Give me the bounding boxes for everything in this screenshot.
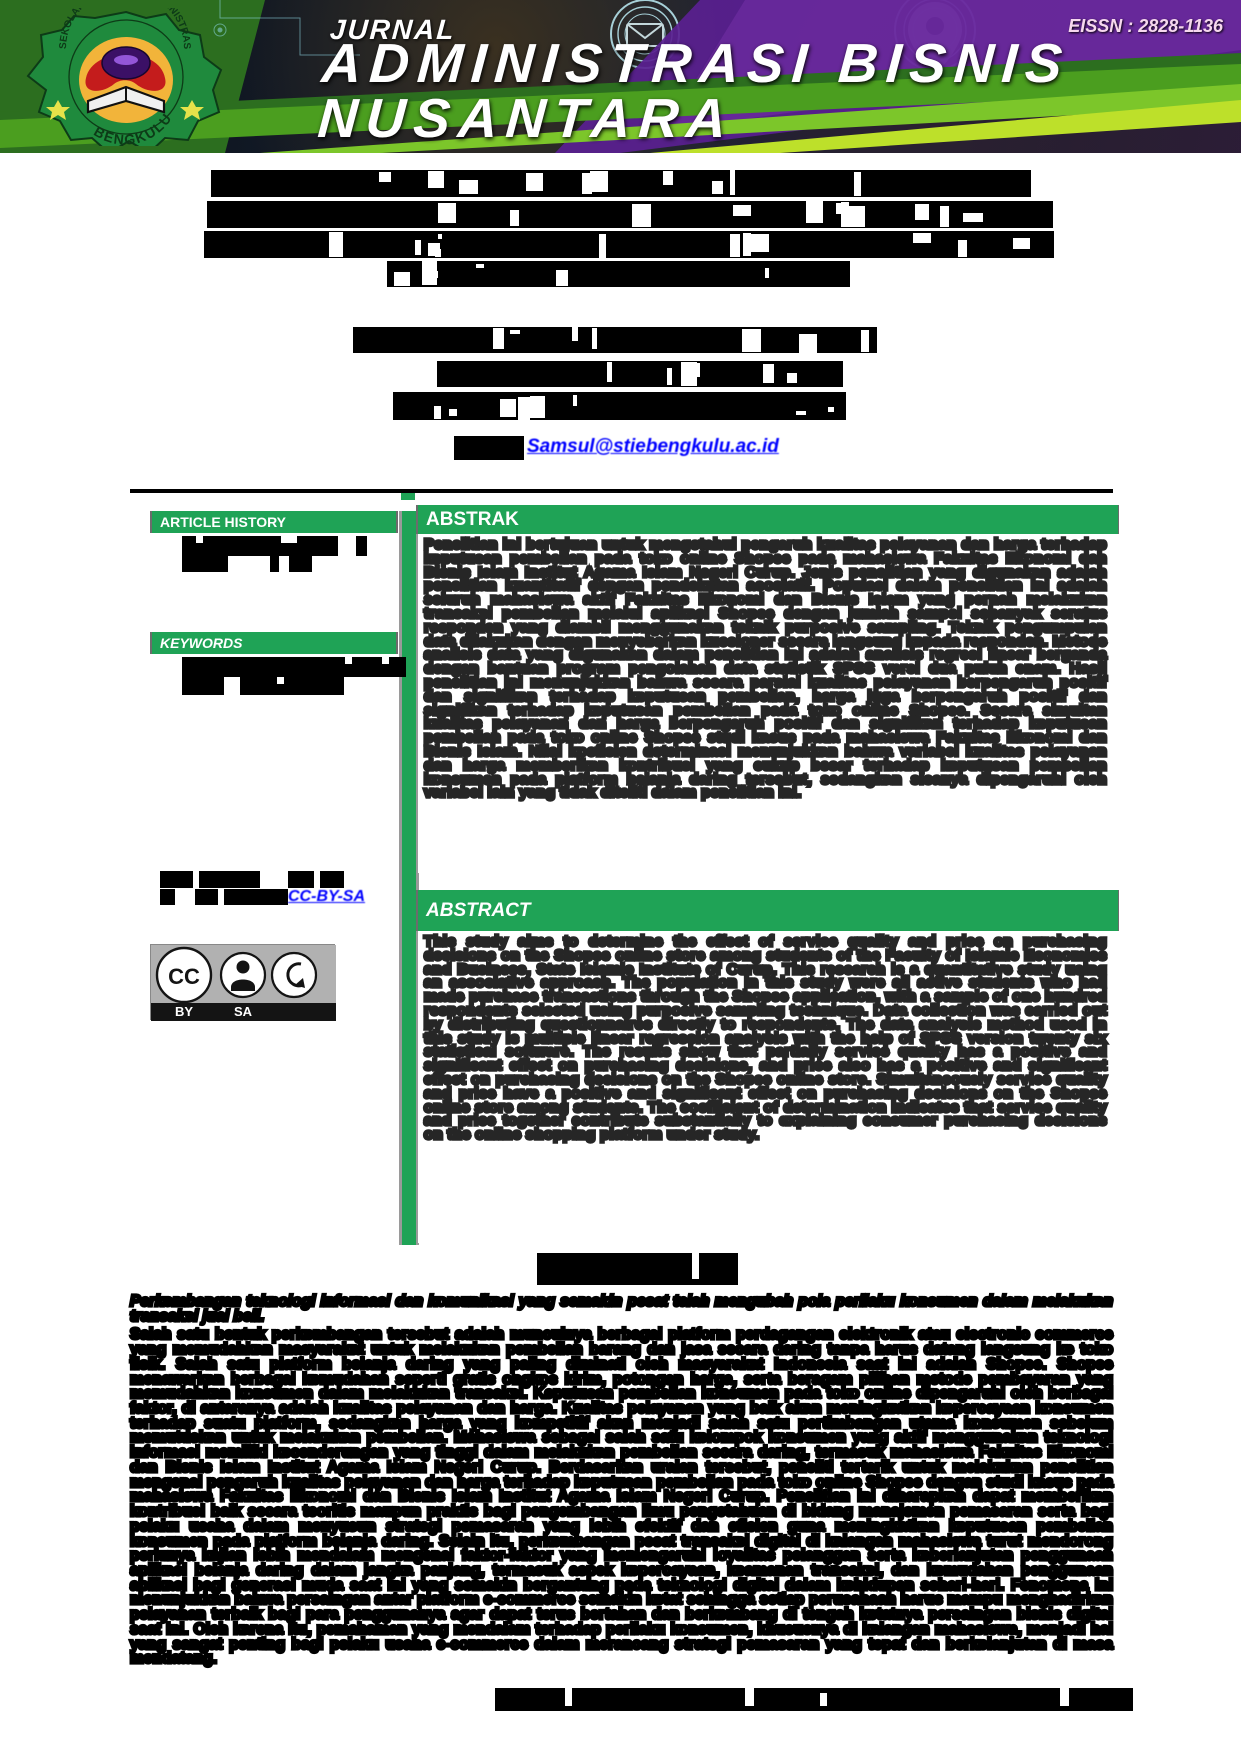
svg-text:SA: SA bbox=[234, 1004, 253, 1019]
svg-text:BY: BY bbox=[175, 1004, 193, 1019]
svg-text:CC: CC bbox=[168, 964, 200, 989]
